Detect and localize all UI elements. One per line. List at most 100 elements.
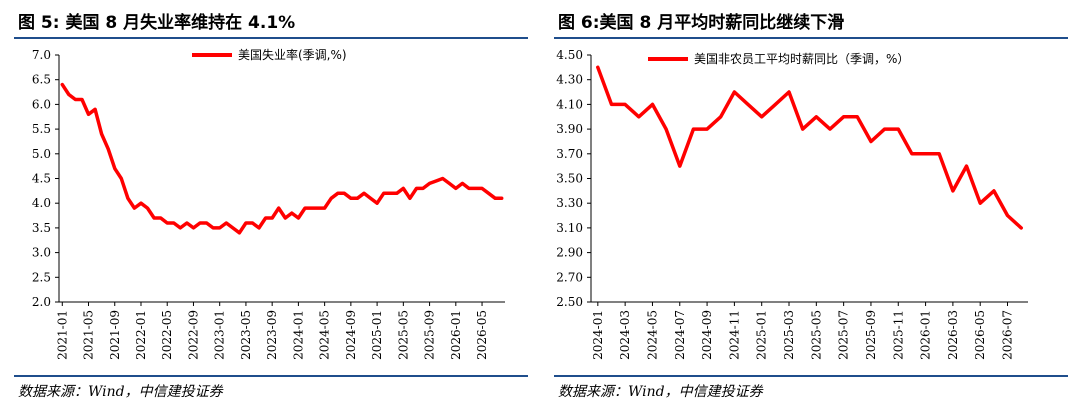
x-tick-label: 2025-07 — [837, 310, 851, 360]
data-point — [146, 206, 149, 210]
title-divider — [14, 37, 528, 39]
x-tick-label: 2024-03 — [618, 310, 632, 360]
x-tick-label: 2022-09 — [186, 310, 200, 360]
x-tick-label: 2021-09 — [108, 310, 122, 360]
data-point — [421, 187, 425, 190]
figure-title: 图 5: 美国 8 月失业率维持在 4.1% — [18, 13, 296, 33]
data-point — [87, 113, 90, 116]
data-point — [610, 103, 613, 106]
data-point — [1006, 214, 1009, 217]
x-tick-label: 2024-11 — [727, 310, 741, 360]
data-point — [211, 226, 215, 230]
x-tick-label: 2024-05 — [645, 310, 659, 360]
data-point — [856, 115, 859, 118]
legend-label: 美国失业率(季调,%) — [238, 47, 347, 62]
data-point — [198, 221, 202, 225]
y-tick-label: 3.10 — [556, 221, 583, 235]
data-point — [80, 98, 84, 101]
data-point — [67, 93, 71, 96]
data-point — [408, 197, 412, 200]
source-note: 数据来源：Wind，中信建投证券 — [18, 384, 223, 400]
data-point — [270, 216, 274, 220]
data-point — [264, 216, 267, 220]
data-point — [842, 115, 845, 118]
y-tick-label: 2.50 — [556, 295, 583, 309]
data-point — [192, 226, 195, 230]
data-point — [801, 127, 804, 131]
data-point — [297, 216, 300, 220]
data-point — [596, 66, 600, 69]
x-tick-label: 2024-09 — [700, 310, 714, 360]
source-divider — [14, 375, 528, 377]
data-point — [362, 192, 366, 195]
y-tick-label: 2.5 — [32, 270, 51, 284]
data-point — [113, 167, 116, 170]
data-point — [369, 197, 372, 200]
series-line — [60, 82, 504, 235]
chart-panel-unemployment: 图 5: 美国 8 月失业率维持在 4.1% 7.0 6.5 6.0 5.5 5.0 4.… — [14, 13, 528, 400]
data-point — [120, 177, 123, 180]
data-point — [415, 187, 418, 190]
source-divider — [554, 375, 1068, 377]
x-tick-label: 2026-01 — [449, 310, 463, 360]
unemployment-line-chart: 7.0 6.5 6.0 5.5 5.0 4.5 4.0 3.5 3.0 2.5 2.0 2021-01… — [32, 47, 505, 360]
x-tick-label: 2021-05 — [82, 310, 96, 360]
y-tick-label: 3.90 — [556, 122, 583, 136]
data-point — [428, 182, 431, 185]
data-point — [323, 206, 326, 210]
y-tick-label: 3.50 — [556, 172, 583, 186]
data-point — [487, 192, 490, 195]
data-point — [152, 216, 156, 220]
data-point — [172, 221, 175, 225]
data-point — [61, 83, 64, 86]
y-tick-label: 3.70 — [556, 147, 583, 161]
data-point — [106, 147, 110, 151]
data-point — [356, 197, 359, 200]
x-tick-label: 2024-05 — [318, 310, 332, 360]
data-point — [474, 187, 477, 190]
data-point — [951, 189, 955, 193]
data-point — [251, 221, 254, 225]
data-point — [166, 221, 169, 225]
source-note: 数据来源：Wind，中信建投证券 — [558, 384, 763, 400]
data-point — [787, 90, 791, 94]
data-point — [760, 115, 763, 118]
data-point — [815, 115, 818, 118]
legend-label: 美国非农员工平均时薪同比（季调，%） — [694, 52, 909, 66]
data-point — [992, 189, 996, 193]
x-tick-label: 2025-05 — [396, 310, 410, 360]
y-tick-label: 2.70 — [556, 270, 583, 284]
y-tick-label: 6.5 — [32, 73, 51, 87]
data-point — [979, 202, 982, 205]
data-point — [218, 226, 221, 230]
data-point — [746, 103, 750, 106]
data-point — [493, 197, 497, 200]
chart-panel-hourly-earnings: 图 6:美国 8 月平均时薪同比继续下滑 4.50 4.30 4.10 3.90 3.7… — [540, 0, 1080, 409]
x-tick-label: 2024-01 — [291, 310, 305, 360]
data-point — [719, 115, 722, 118]
data-point — [774, 103, 777, 106]
data-point — [924, 152, 927, 155]
data-point — [480, 187, 484, 190]
data-point — [310, 206, 313, 210]
data-point — [336, 192, 339, 195]
y-tick-label: 4.50 — [556, 48, 583, 62]
data-point — [441, 177, 444, 180]
x-tick-label: 2025-09 — [864, 310, 878, 360]
x-tick-label: 2025-03 — [782, 310, 796, 360]
data-point — [500, 197, 503, 200]
x-tick-label: 2025-11 — [891, 310, 905, 360]
data-point — [329, 197, 333, 200]
x-tick-label: 2025-09 — [423, 310, 437, 360]
data-point — [454, 187, 458, 190]
data-point — [637, 115, 640, 118]
data-point — [402, 187, 405, 190]
y-tick-label: 3.30 — [556, 196, 583, 210]
data-point — [205, 221, 208, 225]
x-tick-label: 2024-07 — [673, 310, 687, 360]
x-tick-label: 2023-09 — [265, 310, 279, 360]
y-tick-label: 5.0 — [32, 147, 51, 161]
data-point — [910, 152, 914, 155]
data-point — [467, 187, 471, 190]
x-tick-label: 2023-01 — [213, 310, 227, 360]
